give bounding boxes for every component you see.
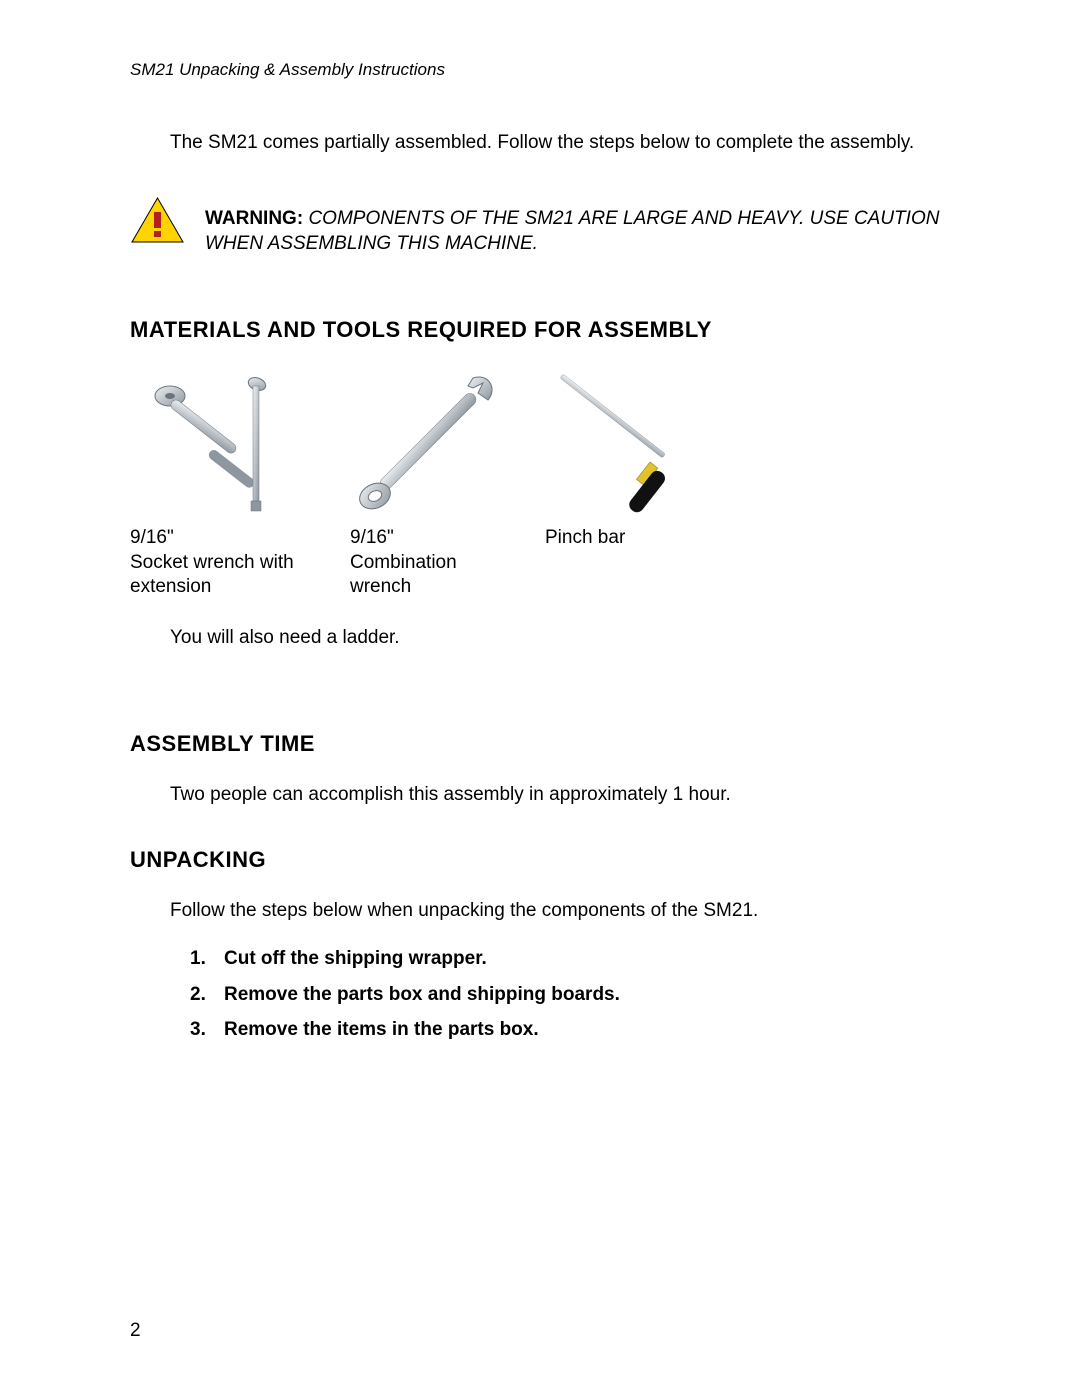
warning-label: WARNING:: [205, 208, 303, 229]
step-item: 1. Cut off the shipping wrapper.: [190, 946, 970, 972]
section-heading-unpacking: UNPACKING: [130, 847, 970, 873]
warning-block: WARNING: COMPONENTS OF THE SM21 ARE LARG…: [130, 196, 970, 257]
socket-wrench-icon: [130, 368, 310, 518]
tool-caption: 9/16" Combination wrench: [350, 526, 505, 600]
step-number: 3.: [190, 1017, 212, 1043]
ladder-note: You will also need a ladder.: [170, 625, 970, 651]
tool-line3: wrench: [350, 575, 505, 600]
tool-item-socket-wrench: 9/16" Socket wrench with extension: [130, 368, 310, 600]
tool-size: Pinch bar: [545, 526, 710, 551]
tool-line2: Socket wrench with: [130, 551, 310, 576]
tool-size: 9/16": [350, 526, 505, 551]
tool-line3: extension: [130, 575, 310, 600]
tool-item-pinch-bar: Pinch bar: [545, 368, 710, 600]
step-text: Remove the parts box and shipping boards…: [224, 982, 620, 1008]
warning-text: WARNING: COMPONENTS OF THE SM21 ARE LARG…: [205, 206, 970, 257]
tool-line2: Combination: [350, 551, 505, 576]
step-item: 2. Remove the parts box and shipping boa…: [190, 982, 970, 1008]
section-heading-assembly-time: ASSEMBLY TIME: [130, 731, 970, 757]
page-number: 2: [130, 1320, 141, 1342]
tool-item-combination-wrench: 9/16" Combination wrench: [350, 368, 505, 600]
unpacking-intro: Follow the steps below when unpacking th…: [170, 898, 970, 924]
tool-caption: 9/16" Socket wrench with extension: [130, 526, 310, 600]
step-number: 2.: [190, 982, 212, 1008]
combination-wrench-icon: [350, 368, 505, 518]
step-item: 3. Remove the items in the parts box.: [190, 1017, 970, 1043]
warning-message: COMPONENTS OF THE SM21 ARE LARGE AND HEA…: [205, 208, 939, 255]
step-text: Remove the items in the parts box.: [224, 1017, 539, 1043]
intro-paragraph: The SM21 comes partially assembled. Foll…: [170, 130, 970, 156]
document-page: SM21 Unpacking & Assembly Instructions T…: [0, 0, 1080, 1397]
running-header: SM21 Unpacking & Assembly Instructions: [130, 60, 970, 80]
tool-caption: Pinch bar: [545, 526, 710, 551]
unpacking-steps: 1. Cut off the shipping wrapper. 2. Remo…: [190, 946, 970, 1043]
step-number: 1.: [190, 946, 212, 972]
pinch-bar-icon: [545, 368, 710, 518]
tool-size: 9/16": [130, 526, 310, 551]
warning-icon: [130, 196, 185, 251]
section-heading-tools: MATERIALS AND TOOLS REQUIRED FOR ASSEMBL…: [130, 317, 970, 343]
step-text: Cut off the shipping wrapper.: [224, 946, 487, 972]
tools-row: 9/16" Socket wrench with extension: [130, 368, 970, 600]
assembly-time-text: Two people can accomplish this assembly …: [170, 782, 970, 808]
